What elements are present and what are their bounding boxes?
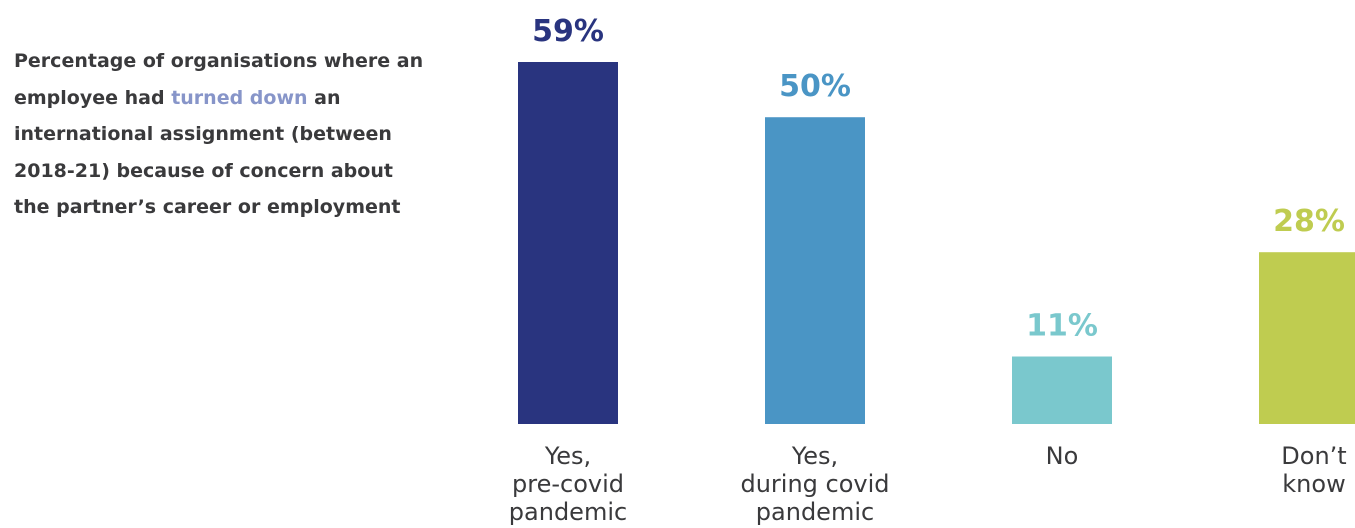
value-label-1: 50% (779, 69, 851, 104)
bar-1 (765, 117, 865, 424)
value-label-2: 11% (1026, 309, 1098, 344)
category-label-0: Yes, pre-covid pandemic (509, 442, 627, 526)
category-label-2: No (1046, 442, 1079, 470)
title-text-before: Percentage of organisations where an emp… (14, 50, 424, 109)
category-label-3: Don’t know (1281, 442, 1346, 498)
value-label-0: 59% (532, 14, 604, 49)
value-label-3: 28% (1273, 204, 1345, 239)
title-text-after: an international assignment (between 201… (14, 86, 401, 219)
bar-3 (1259, 252, 1355, 424)
category-label-1: Yes, during covid pandemic (740, 442, 889, 526)
title-highlight: turned down (171, 86, 308, 109)
bar-2 (1012, 356, 1112, 424)
chart-title: Percentage of organisations where an emp… (14, 43, 434, 226)
bar-0 (518, 62, 618, 424)
